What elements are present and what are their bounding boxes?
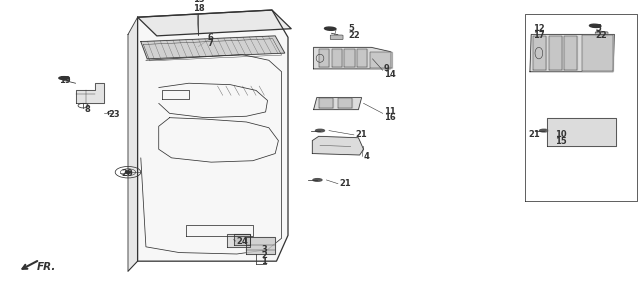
Polygon shape	[332, 49, 342, 67]
Text: 14: 14	[384, 70, 396, 79]
Polygon shape	[564, 36, 577, 70]
Text: 23: 23	[109, 110, 120, 119]
Text: 10: 10	[556, 130, 567, 139]
Text: 13: 13	[193, 0, 204, 4]
Polygon shape	[314, 47, 390, 69]
Ellipse shape	[324, 27, 336, 30]
Text: 19: 19	[59, 76, 70, 85]
Polygon shape	[76, 83, 104, 103]
Polygon shape	[312, 136, 364, 155]
Polygon shape	[227, 234, 250, 247]
Polygon shape	[547, 118, 616, 146]
Circle shape	[125, 171, 131, 173]
Ellipse shape	[589, 24, 601, 28]
Text: 4: 4	[364, 152, 369, 161]
Text: 15: 15	[556, 137, 567, 146]
Text: 22: 22	[349, 30, 360, 40]
Text: FR.: FR.	[37, 263, 56, 272]
Polygon shape	[138, 10, 288, 261]
Text: 8: 8	[84, 104, 90, 114]
Ellipse shape	[540, 129, 548, 132]
Polygon shape	[246, 237, 275, 254]
Text: 22: 22	[595, 30, 607, 40]
Text: 17: 17	[533, 30, 545, 40]
Text: 5: 5	[595, 24, 601, 33]
Text: 21: 21	[528, 130, 540, 139]
Polygon shape	[319, 98, 333, 108]
Polygon shape	[533, 36, 546, 70]
Text: 3: 3	[261, 245, 267, 254]
Polygon shape	[370, 52, 392, 68]
Text: 9: 9	[384, 64, 390, 73]
Polygon shape	[338, 98, 352, 108]
Polygon shape	[128, 17, 138, 271]
Polygon shape	[138, 10, 291, 36]
Text: 11: 11	[384, 107, 396, 117]
Text: 12: 12	[533, 24, 545, 33]
Ellipse shape	[316, 129, 324, 132]
Polygon shape	[530, 34, 614, 72]
Text: 16: 16	[384, 113, 396, 122]
FancyBboxPatch shape	[595, 32, 608, 36]
Ellipse shape	[313, 179, 322, 181]
Text: 7: 7	[207, 38, 213, 48]
Polygon shape	[582, 35, 613, 71]
Polygon shape	[344, 49, 355, 67]
Polygon shape	[319, 49, 329, 67]
Polygon shape	[234, 234, 250, 245]
Text: 21: 21	[355, 130, 367, 139]
Polygon shape	[141, 36, 285, 59]
Text: 18: 18	[193, 4, 204, 13]
Text: 1: 1	[261, 257, 267, 266]
Text: 2: 2	[261, 251, 267, 260]
Polygon shape	[549, 36, 562, 70]
Text: 24: 24	[237, 236, 248, 246]
Text: 20: 20	[122, 169, 133, 178]
Polygon shape	[357, 49, 367, 67]
Polygon shape	[314, 98, 362, 110]
Text: 5: 5	[349, 24, 355, 33]
Text: 21: 21	[339, 179, 351, 188]
FancyBboxPatch shape	[330, 35, 343, 40]
Text: 6: 6	[207, 33, 213, 42]
Ellipse shape	[59, 77, 69, 79]
